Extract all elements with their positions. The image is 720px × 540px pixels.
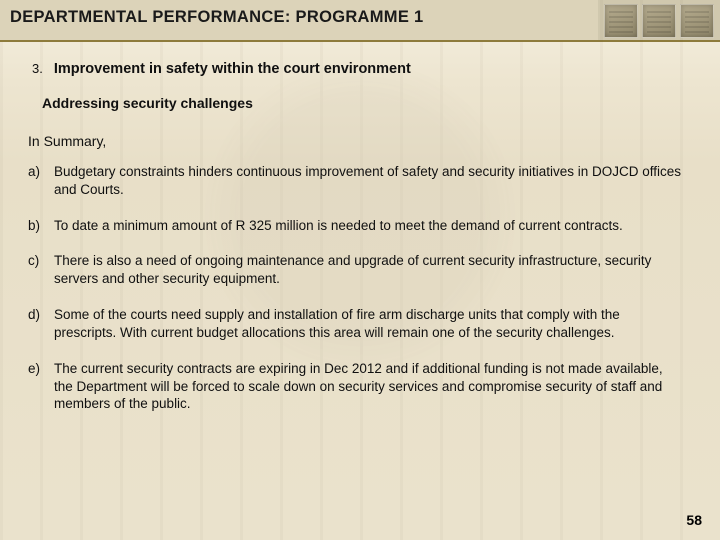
- list-item: e) The current security contracts are ex…: [28, 360, 692, 413]
- summary-list: a) Budgetary constraints hinders continu…: [28, 163, 692, 413]
- thumbnail-icon: [680, 4, 714, 38]
- list-item: d) Some of the courts need supply and in…: [28, 306, 692, 342]
- list-text: Some of the courts need supply and insta…: [54, 306, 692, 342]
- page-title: DEPARTMENTAL PERFORMANCE: PROGRAMME 1: [0, 0, 598, 42]
- section-number: 3.: [20, 61, 50, 76]
- section-title: Improvement in safety within the court e…: [54, 61, 411, 77]
- list-marker: a): [28, 163, 54, 199]
- list-marker: b): [28, 217, 54, 235]
- title-bar: DEPARTMENTAL PERFORMANCE: PROGRAMME 1: [0, 0, 720, 42]
- summary-label: In Summary,: [28, 133, 700, 149]
- list-item: a) Budgetary constraints hinders continu…: [28, 163, 692, 199]
- subheading: Addressing security challenges: [42, 95, 700, 111]
- section-heading-row: 3. Improvement in safety within the cour…: [20, 60, 700, 77]
- thumbnail-icon: [604, 4, 638, 38]
- slide-body: 3. Improvement in safety within the cour…: [0, 42, 720, 413]
- thumbnail-strip: [598, 0, 720, 42]
- list-text: There is also a need of ongoing maintena…: [54, 252, 692, 288]
- list-marker: c): [28, 252, 54, 288]
- page-number: 58: [686, 512, 702, 528]
- list-text: The current security contracts are expir…: [54, 360, 692, 413]
- list-marker: e): [28, 360, 54, 413]
- thumbnail-icon: [642, 4, 676, 38]
- list-item: b) To date a minimum amount of R 325 mil…: [28, 217, 692, 235]
- list-item: c) There is also a need of ongoing maint…: [28, 252, 692, 288]
- list-text: To date a minimum amount of R 325 millio…: [54, 217, 692, 235]
- list-marker: d): [28, 306, 54, 342]
- list-text: Budgetary constraints hinders continuous…: [54, 163, 692, 199]
